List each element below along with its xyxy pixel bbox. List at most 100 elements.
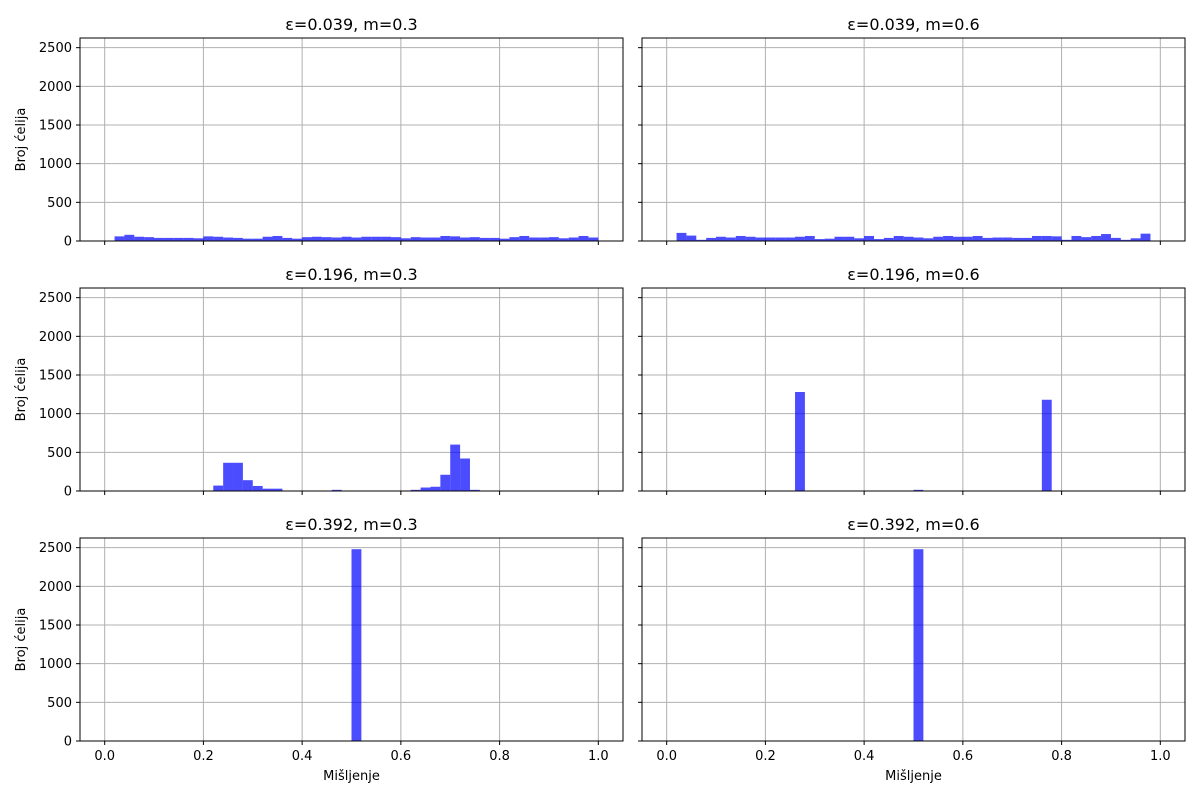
x-tick-label: 0.4	[854, 749, 875, 764]
axes-frame	[641, 37, 1186, 242]
y-tick-label: 2500	[39, 541, 72, 556]
histogram-bar	[992, 237, 1003, 241]
histogram-bar	[469, 489, 480, 491]
histogram-bar	[479, 237, 490, 241]
histogram-bar	[134, 236, 145, 241]
x-tick-label: 0.6	[953, 749, 974, 764]
histogram-bar	[371, 236, 382, 241]
histogram-bar	[795, 236, 805, 241]
x-tick-label: 0.6	[391, 749, 412, 764]
histogram-bar	[509, 237, 520, 241]
histogram-bar	[420, 237, 431, 241]
histogram-bar	[893, 235, 904, 241]
histogram-bar	[1071, 235, 1082, 241]
histogram-bar	[1041, 235, 1052, 241]
histogram-bar	[1110, 237, 1121, 241]
histogram-bar	[1041, 399, 1052, 491]
histogram-bar	[539, 237, 549, 241]
histogram-bar	[361, 236, 372, 241]
histogram-bar	[962, 236, 973, 241]
histogram-bar	[213, 236, 224, 241]
histogram-bar	[1081, 237, 1092, 241]
histogram-bar	[252, 485, 263, 491]
axes-frame	[79, 287, 624, 492]
histogram-bar	[252, 238, 263, 241]
histogram-bar	[193, 238, 204, 241]
histogram-bar	[676, 232, 687, 241]
histogram-bar	[795, 392, 805, 491]
x-tick-label: 0.2	[193, 749, 214, 764]
histogram-bar	[420, 487, 431, 491]
histogram-bar	[390, 237, 401, 241]
histogram-bar	[469, 237, 480, 241]
histogram-bar	[824, 238, 835, 241]
histogram-bar	[883, 237, 894, 241]
histogram-bar	[499, 238, 510, 241]
histogram-bar	[913, 489, 924, 491]
histogram-bar	[529, 237, 540, 241]
histogram-bar	[972, 235, 983, 241]
axes-frame	[79, 37, 624, 242]
histogram-bar	[331, 237, 342, 241]
y-tick-label: 2000	[39, 80, 72, 95]
subplot-1: 0 500 1000 1500 2000 2500 ε=0.039, m=0.3 Broj ć…	[14, 15, 624, 250]
x-tick-label: 0.0	[656, 749, 677, 764]
histogram-bar	[696, 239, 707, 241]
y-tick-label: 2500	[39, 41, 72, 56]
subplot-4: ε=0.196, m=0.6	[638, 265, 1186, 495]
y-tick-label: 1500	[39, 119, 72, 134]
y-axis-label: Broj ćelija	[14, 608, 29, 672]
subplot-2: ε=0.039, m=0.6	[638, 15, 1186, 245]
histogram-bar	[124, 234, 135, 241]
histogram-bar	[1002, 237, 1013, 241]
histogram-bar	[765, 237, 776, 241]
y-tick-label: 1500	[39, 619, 72, 634]
histogram-bar	[834, 236, 845, 241]
axes-frame	[79, 537, 624, 742]
y-tick-label: 1500	[39, 369, 72, 384]
y-tick-label: 2000	[39, 580, 72, 595]
histogram-bar	[725, 237, 736, 241]
y-axis-label: Broj ćelija	[14, 358, 29, 422]
histogram-bar	[588, 237, 599, 241]
histogram-bar	[262, 236, 273, 241]
histogram-bar	[183, 237, 194, 241]
histogram-bar	[262, 488, 273, 491]
histogram-bar	[410, 489, 421, 491]
histogram-bar	[745, 236, 756, 241]
histogram-bar	[952, 236, 963, 241]
histogram-bar	[755, 237, 766, 241]
x-tick-label: 0.2	[755, 749, 776, 764]
subplot-title: ε=0.039, m=0.6	[847, 15, 979, 34]
histogram-bar	[519, 235, 530, 241]
x-axis-label: Mišljenje	[885, 769, 942, 784]
histogram-bar	[933, 236, 944, 241]
histogram-bar	[1101, 234, 1111, 241]
histogram-bar	[272, 488, 283, 491]
histogram-bar	[223, 237, 234, 241]
histogram-bar	[913, 549, 924, 741]
histogram-bar	[203, 236, 214, 241]
histogram-bar	[312, 236, 322, 241]
histogram-bar	[558, 238, 569, 241]
subplot-title: ε=0.196, m=0.3	[285, 265, 417, 284]
y-tick-label: 1000	[39, 657, 72, 672]
histogram-bar	[233, 462, 243, 491]
histogram-bar	[804, 235, 815, 241]
y-axis-label: Broj ćelija	[14, 108, 29, 172]
subplot-3: 0 500 1000 1500 2000 2500 ε=0.196, m=0.3 Broj ć…	[14, 265, 624, 500]
histogram-bar	[321, 237, 332, 241]
histogram-bar	[272, 235, 283, 241]
histogram-bar	[440, 474, 451, 491]
histogram-bar	[173, 237, 184, 241]
y-tick-label: 0	[64, 485, 72, 500]
histogram-bar	[874, 239, 884, 241]
histogram-bar	[844, 236, 855, 241]
histogram-bar	[144, 237, 155, 241]
y-tick-label: 500	[47, 196, 72, 211]
histogram-bar	[292, 238, 303, 241]
subplot-5: 0.0 0.2 0.4 0.6 0.8 1.0 0 500 1000 1500 2000 2500 ε=…	[14, 515, 624, 784]
histogram-bar	[450, 236, 461, 241]
histogram-bar	[440, 235, 451, 241]
